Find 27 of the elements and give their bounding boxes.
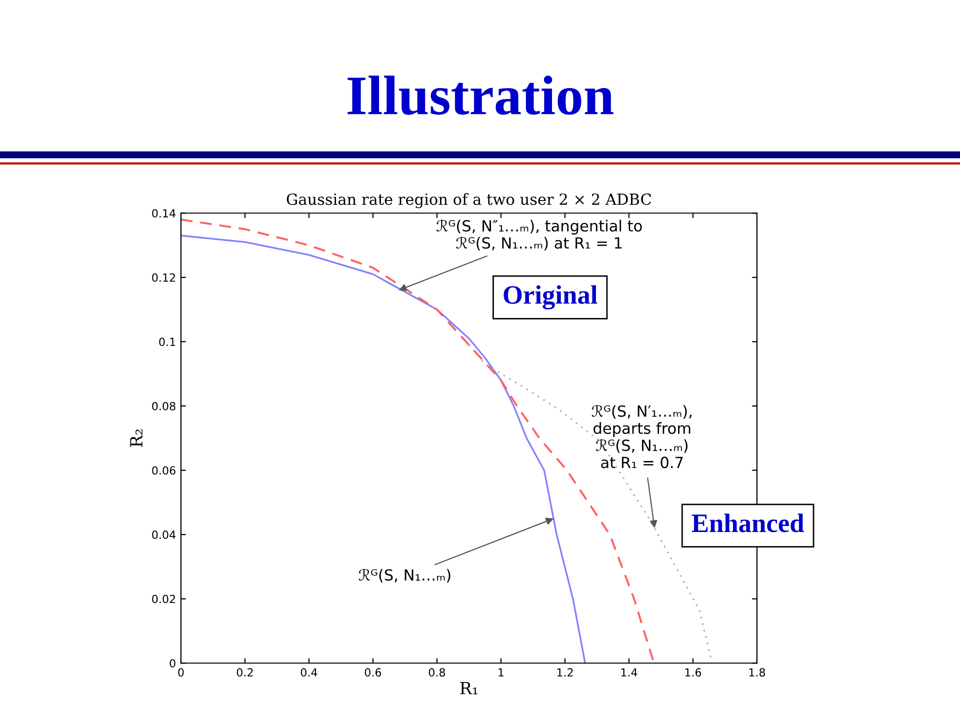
x-axis-title: R₁ [460, 682, 478, 694]
x-tick-label: 0.4 [300, 668, 318, 677]
x-tick-label: 1.6 [685, 668, 702, 677]
annotation: Enhanced [692, 514, 804, 532]
y-tick-label: 0.02 [152, 594, 175, 604]
x-tick-label: 0.6 [364, 668, 382, 677]
annotation: ℛᴳ(S, N″₁…ₘ), tangential to ℛᴳ(S, N₁…ₘ) at R₁ = 1 [436, 220, 642, 251]
chart-title: Illustration [348, 76, 614, 115]
annotation: Original [504, 285, 598, 310]
y-tick-label: 0.06 [152, 466, 176, 475]
y-axis-title: R₂ [130, 430, 142, 447]
x-tick-label: 1.4 [621, 668, 638, 676]
y-tick-label: 0.04 [152, 530, 176, 539]
annotation: ℛᴳ(S, N′₁…ₘ), departs from ℛᴳ(S, N₁…ₘ) at R₁ = 0.7 [592, 404, 692, 468]
y-tick-label: 0 [170, 659, 176, 668]
y-tick-label: 0.14 [152, 209, 176, 218]
y-tick-label: 0.1 [159, 338, 176, 346]
annotation: ℛᴳ(S, N₁…ₘ) [358, 568, 450, 583]
x-tick-label: 0.8 [428, 668, 446, 677]
x-tick-label: 1 [498, 668, 504, 676]
y-tick-label: 0.08 [152, 402, 176, 410]
x-tick-label: 0.2 [236, 668, 253, 677]
x-tick-label: 0 [178, 668, 184, 677]
x-tick-label: 1.2 [557, 668, 573, 676]
y-tick-label: 0.12 [152, 273, 175, 282]
chart-subtitle: Gaussian rate region of a two user 2 × 2 ADBC [286, 193, 652, 208]
x-tick-label: 1.8 [749, 668, 766, 677]
